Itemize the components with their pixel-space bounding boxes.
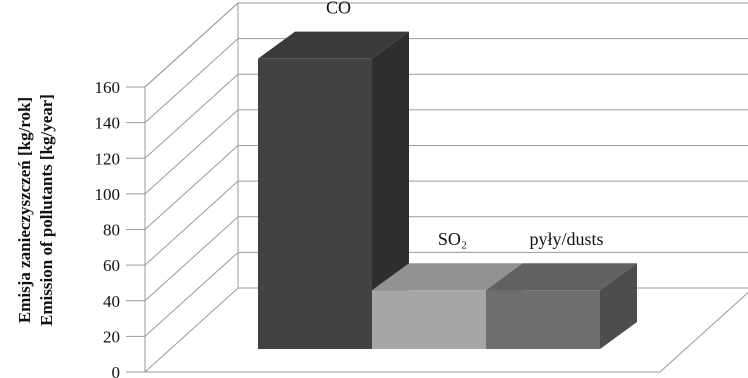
y-axis-ticks: 0 20 40 60 80 100 120 140 160 — [95, 78, 121, 378]
bar-label: CO — [326, 0, 351, 18]
y-tick-label: 20 — [103, 327, 120, 346]
y-tick-label: 140 — [95, 114, 121, 133]
gridline — [144, 251, 748, 337]
y-tick-label: 0 — [112, 363, 121, 378]
bar-label: SO₂ — [438, 229, 467, 249]
gridline — [144, 73, 748, 159]
gridline — [144, 2, 748, 88]
y-tick-label: 60 — [103, 256, 120, 275]
y-tick-label: 160 — [95, 78, 121, 97]
gridline — [144, 216, 748, 302]
gridlines — [126, 2, 748, 373]
y-tick-label: 80 — [103, 221, 120, 240]
gridline — [144, 180, 748, 266]
gridline — [144, 109, 748, 195]
y-tick-label: 120 — [95, 149, 121, 168]
gridline — [144, 38, 748, 123]
y-axis-title: Emisja zanieczyszczeń [kg/rok] Emission … — [15, 94, 56, 326]
bar — [486, 263, 637, 349]
y-tick-label: 100 — [95, 185, 121, 204]
y-tick-label: 40 — [103, 292, 120, 311]
y-axis-title-line-1: Emisja zanieczyszczeń [kg/rok] — [15, 97, 34, 323]
bar-label: pyły/dusts — [529, 229, 603, 249]
bar — [258, 31, 409, 349]
bars — [258, 31, 637, 349]
bar-labels: CO SO₂ pyły/dusts — [326, 0, 604, 249]
y-axis-title-line-2: Emission of pollutants [kg/year] — [37, 94, 56, 326]
gridline — [144, 145, 748, 230]
